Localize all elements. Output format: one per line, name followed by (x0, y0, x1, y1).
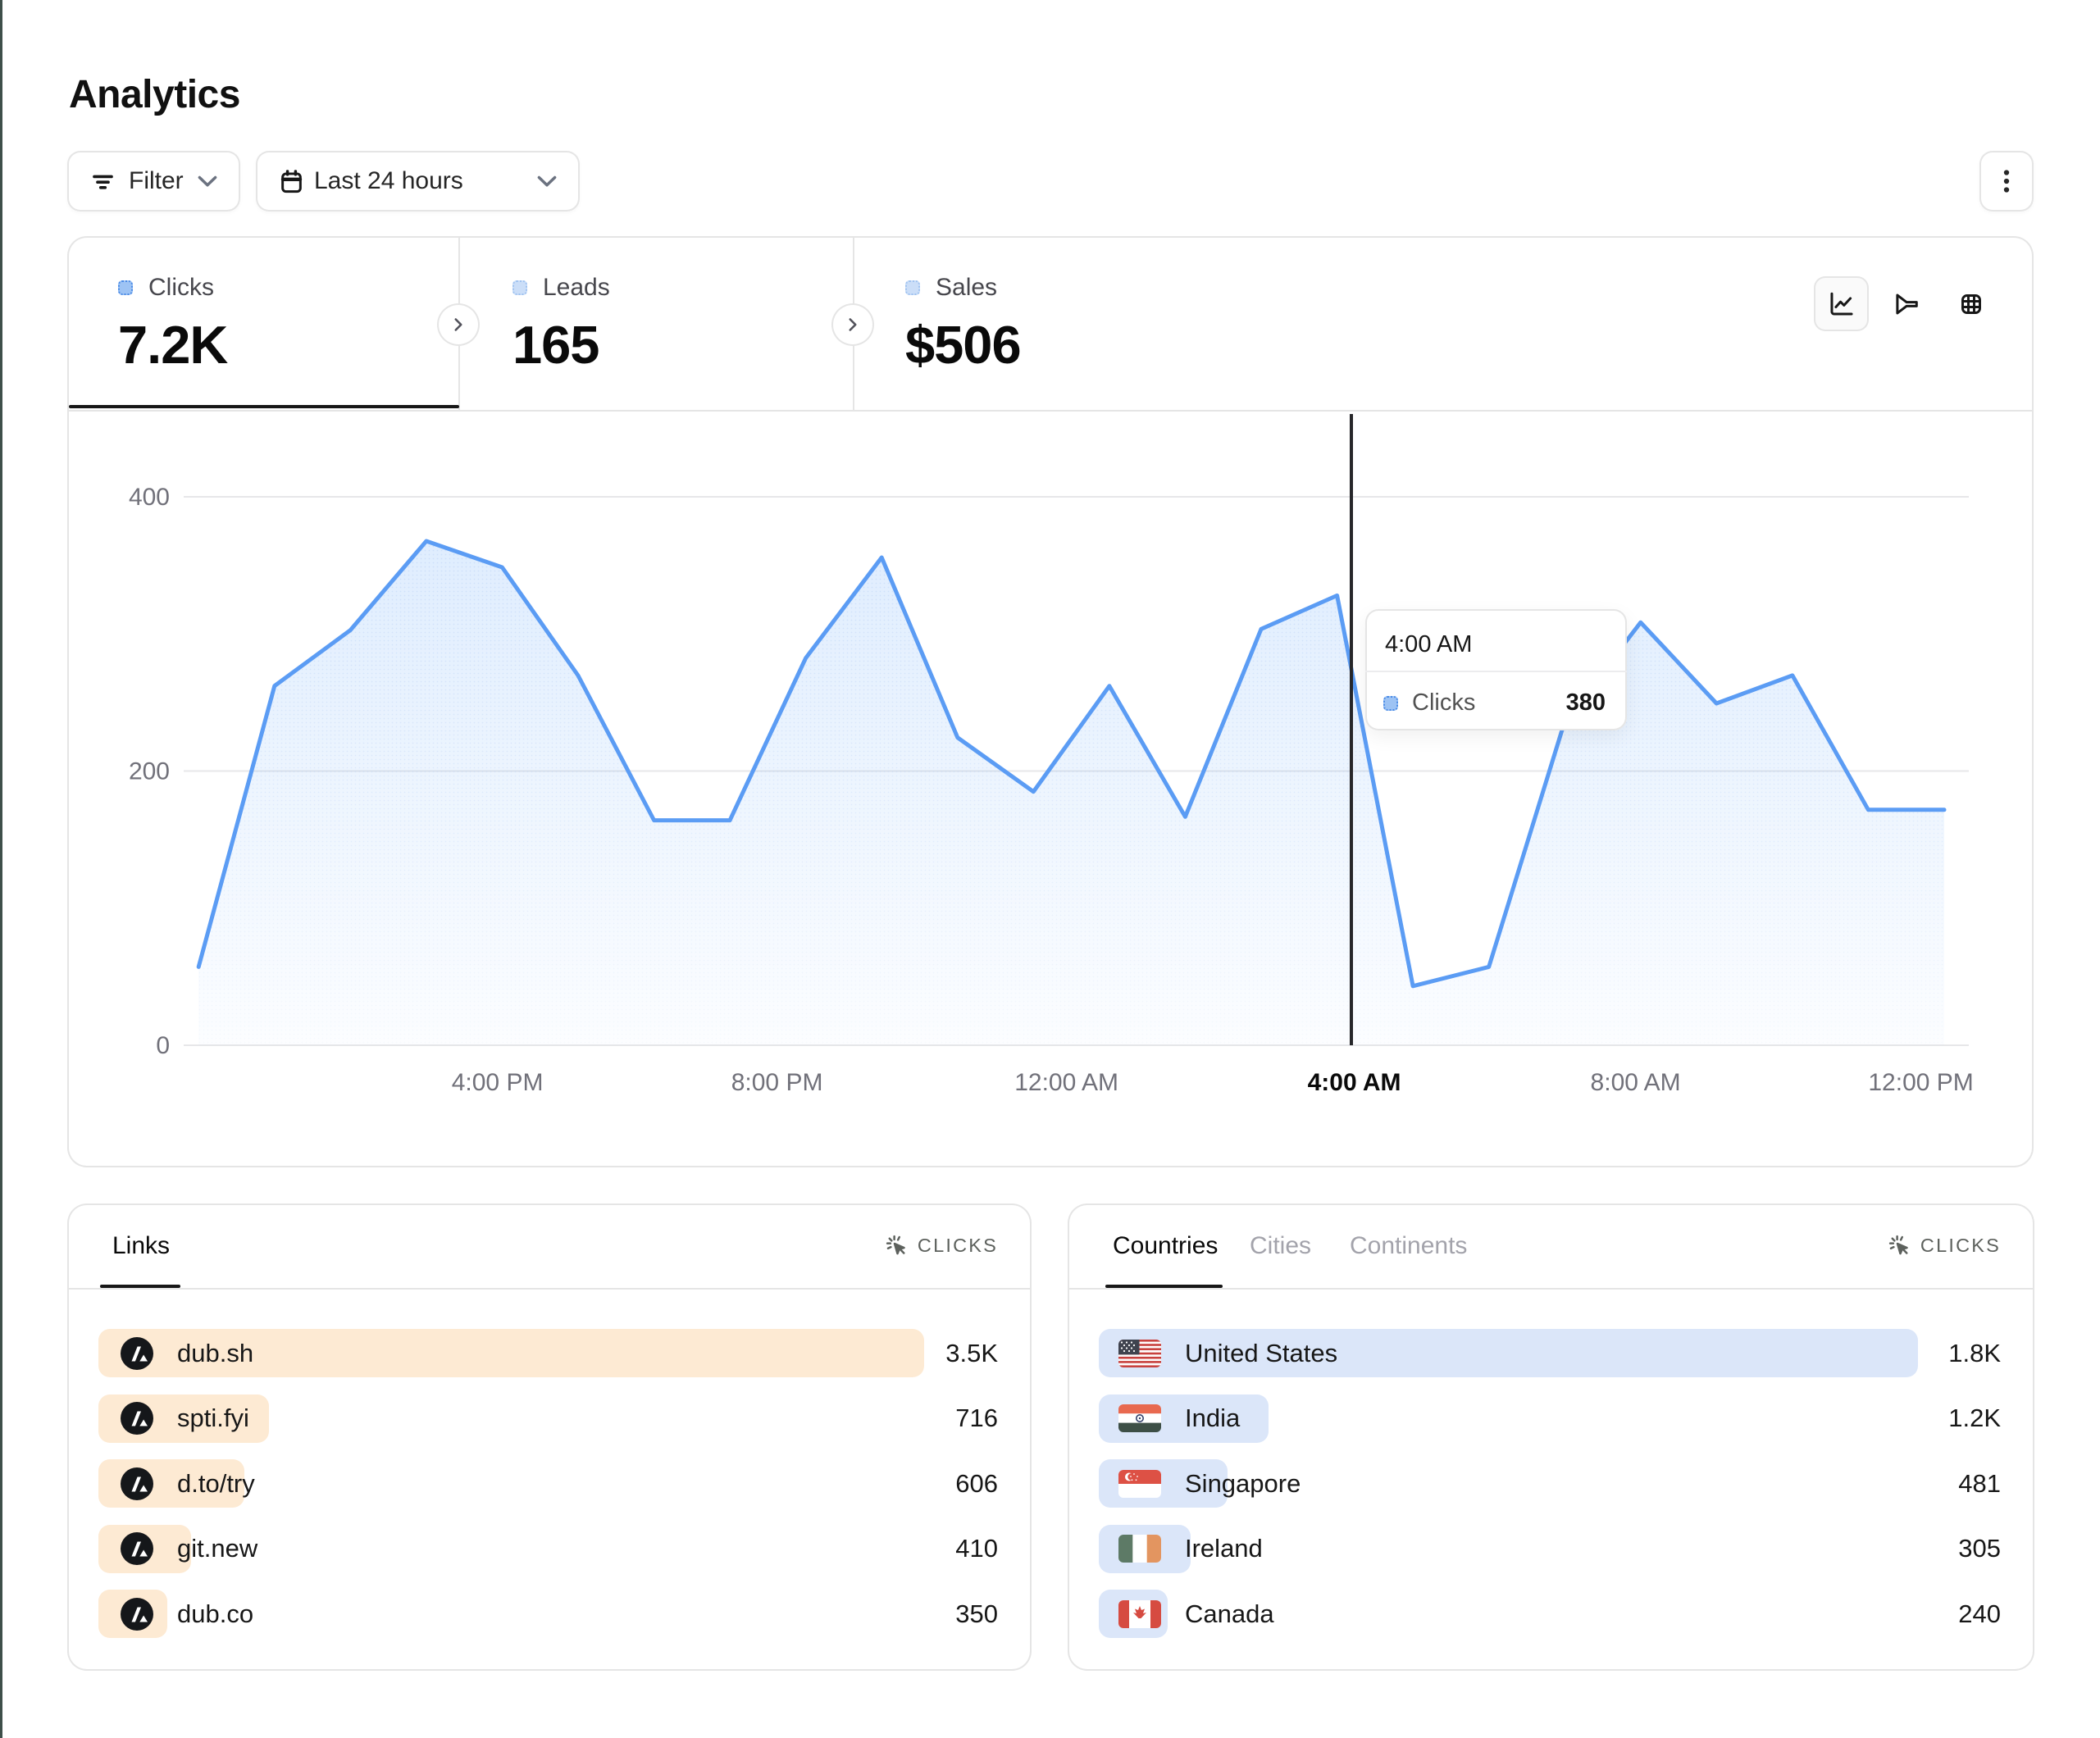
svg-text:12:00 AM: 12:00 AM (1014, 1069, 1118, 1096)
svg-text:12:00 PM: 12:00 PM (1868, 1069, 1973, 1096)
svg-text:0: 0 (156, 1032, 170, 1059)
svg-text:4:00 PM: 4:00 PM (452, 1069, 544, 1096)
svg-text:8:00 PM: 8:00 PM (731, 1069, 823, 1096)
svg-text:200: 200 (129, 758, 170, 785)
svg-text:4:00 AM: 4:00 AM (1308, 1069, 1401, 1096)
svg-text:8:00 AM: 8:00 AM (1591, 1069, 1681, 1096)
svg-text:400: 400 (129, 484, 170, 511)
